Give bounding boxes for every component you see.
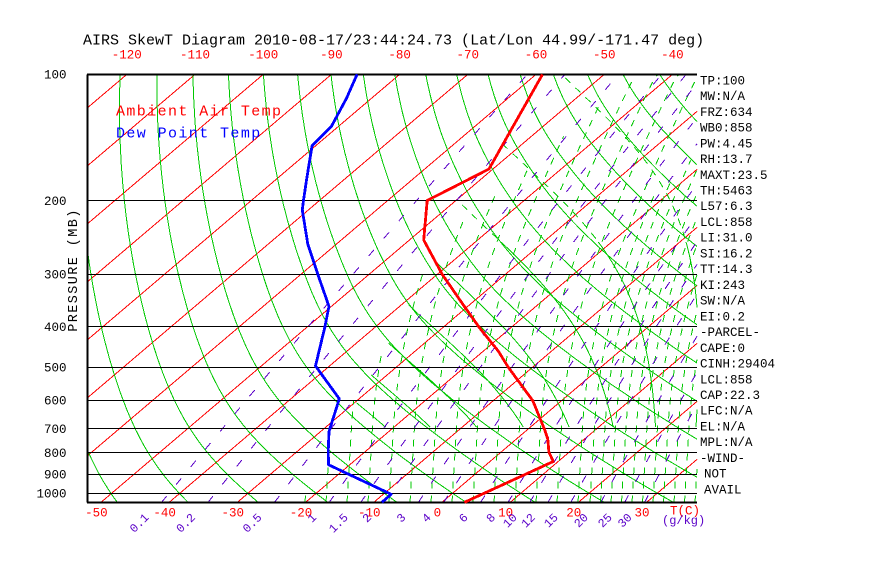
svg-text:TH:5463: TH:5463 (700, 185, 753, 199)
svg-text:-100: -100 (248, 49, 278, 63)
svg-text:NOT: NOT (704, 468, 727, 482)
svg-text:CAPE:0: CAPE:0 (700, 342, 745, 356)
svg-text:-PARCEL-: -PARCEL- (700, 326, 760, 340)
svg-text:TT:14.3: TT:14.3 (700, 263, 753, 277)
svg-text:EL:N/A: EL:N/A (700, 421, 746, 435)
svg-text:SI:16.2: SI:16.2 (700, 247, 753, 261)
svg-text:-80: -80 (388, 49, 411, 63)
svg-text:MPL:N/A: MPL:N/A (700, 436, 753, 450)
svg-text:700: 700 (44, 423, 67, 437)
svg-text:10: 10 (498, 507, 513, 521)
svg-text:-110: -110 (180, 49, 210, 63)
svg-text:900: 900 (44, 469, 67, 483)
svg-text:(g/kg): (g/kg) (662, 514, 705, 528)
svg-text:20: 20 (566, 507, 581, 521)
svg-text:-40: -40 (153, 507, 176, 521)
svg-text:WB0:858: WB0:858 (700, 122, 753, 136)
svg-text:Ambient Air Temp: Ambient Air Temp (116, 103, 282, 120)
svg-text:L57:6.3: L57:6.3 (700, 200, 753, 214)
svg-text:300: 300 (44, 269, 67, 283)
svg-text:AIRS SkewT Diagram 2010-08-17/: AIRS SkewT Diagram 2010-08-17/23:44:24.7… (83, 33, 704, 50)
svg-text:-40: -40 (661, 49, 684, 63)
svg-text:-30: -30 (222, 507, 245, 521)
svg-text:T(C): T(C) (670, 505, 700, 519)
svg-text:600: 600 (44, 395, 67, 409)
svg-text:-50: -50 (85, 507, 108, 521)
svg-text:LCL:858: LCL:858 (700, 373, 753, 387)
svg-text:100: 100 (44, 69, 67, 83)
svg-text:RH:13.7: RH:13.7 (700, 153, 753, 167)
svg-text:1000: 1000 (36, 488, 66, 502)
svg-text:TP:100: TP:100 (700, 74, 745, 88)
svg-text:-70: -70 (457, 49, 480, 63)
svg-text:EI:0.2: EI:0.2 (700, 310, 745, 324)
svg-text:Dew Point Temp: Dew Point Temp (116, 125, 262, 142)
svg-text:MAXT:23.5: MAXT:23.5 (700, 169, 768, 183)
svg-text:500: 500 (44, 362, 67, 376)
svg-text:PRESSURE (MB): PRESSURE (MB) (67, 208, 82, 332)
svg-text:400: 400 (44, 321, 67, 335)
svg-text:-20: -20 (290, 507, 313, 521)
svg-text:-60: -60 (525, 49, 548, 63)
svg-text:-10: -10 (358, 507, 381, 521)
svg-text:-WIND-: -WIND- (700, 452, 745, 466)
svg-text:LI:31.0: LI:31.0 (700, 232, 753, 246)
svg-text:0: 0 (434, 507, 442, 521)
svg-text:200: 200 (44, 195, 67, 209)
svg-text:CAP:22.3: CAP:22.3 (700, 389, 760, 403)
svg-text:CINH:29404: CINH:29404 (700, 358, 775, 372)
svg-text:30: 30 (634, 507, 649, 521)
svg-text:LFC:N/A: LFC:N/A (700, 405, 753, 419)
svg-text:KI:243: KI:243 (700, 279, 745, 293)
svg-text:FRZ:634: FRZ:634 (700, 106, 753, 120)
svg-text:SW:N/A: SW:N/A (700, 295, 746, 309)
svg-text:800: 800 (44, 447, 67, 461)
svg-text:-120: -120 (112, 49, 142, 63)
svg-text:LCL:858: LCL:858 (700, 216, 753, 230)
svg-text:-50: -50 (593, 49, 616, 63)
svg-text:MW:N/A: MW:N/A (700, 90, 746, 104)
svg-text:-90: -90 (320, 49, 343, 63)
svg-text:PW:4.45: PW:4.45 (700, 137, 753, 151)
svg-text:AVAIL: AVAIL (704, 483, 742, 497)
